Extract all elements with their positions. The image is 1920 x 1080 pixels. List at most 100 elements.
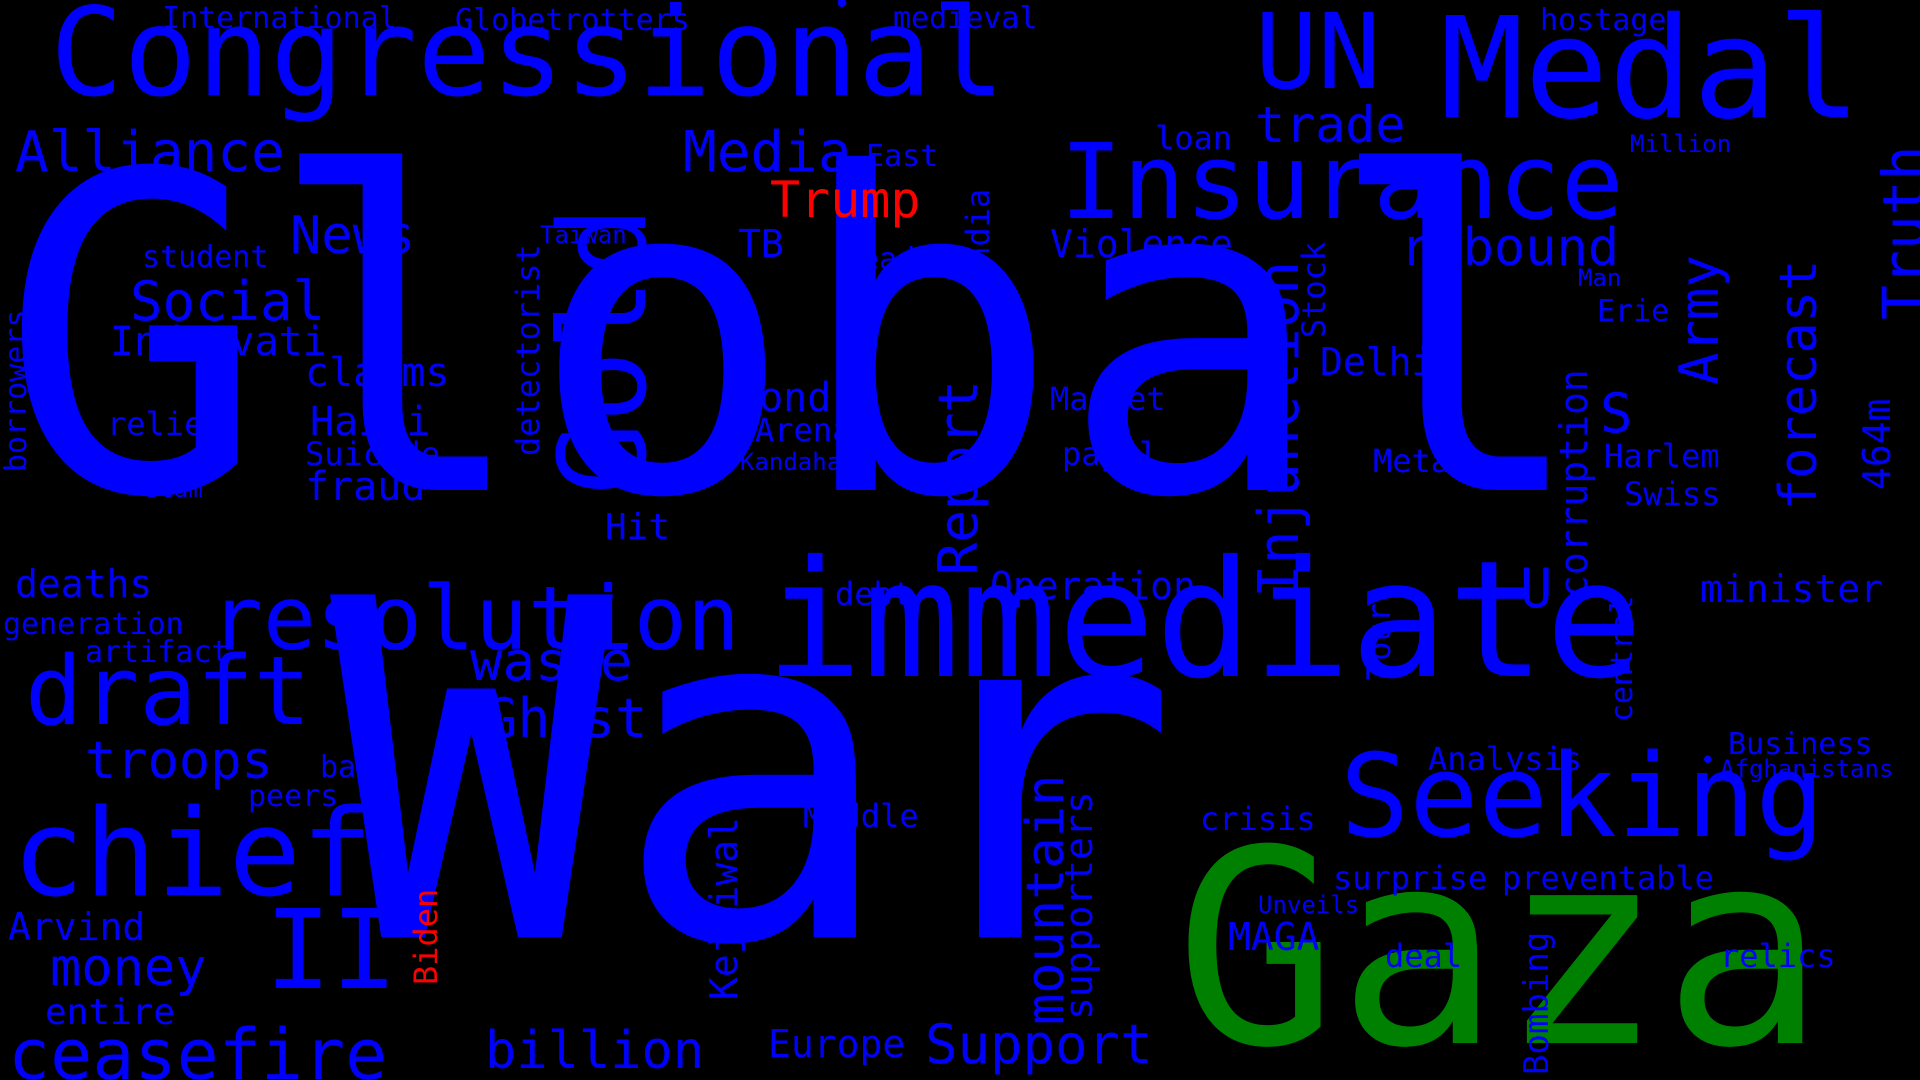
word-relics: relics bbox=[1720, 937, 1836, 975]
word-waste: waste bbox=[470, 630, 633, 693]
word-seeking: Seeking bbox=[1340, 730, 1825, 864]
word-immediate: immediate bbox=[765, 527, 1643, 715]
word-taiwan: Taiwan bbox=[540, 221, 627, 249]
word-detectorist: detectorist bbox=[509, 244, 547, 456]
word-million: Million bbox=[1630, 130, 1732, 158]
word-kandahar: Kandahar bbox=[740, 448, 856, 476]
word-464m: 464m bbox=[1855, 398, 1899, 490]
word-central: central bbox=[1605, 595, 1640, 722]
word-international: International bbox=[162, 1, 397, 36]
word-fraud: fraud bbox=[305, 464, 426, 510]
word-alliance: Alliance bbox=[15, 120, 285, 185]
word-truth: Truth bbox=[1870, 145, 1920, 320]
word-ghost: Ghost bbox=[485, 687, 648, 750]
word-un: UN bbox=[1255, 0, 1381, 113]
word-violence: Violence bbox=[1050, 222, 1234, 266]
word-arvind: Arvind bbox=[8, 905, 146, 949]
word-army: Army bbox=[1668, 254, 1731, 385]
word-war: War bbox=[330, 501, 1179, 1048]
word-maga: MAGA bbox=[1228, 915, 1320, 959]
word-global: Global bbox=[0, 82, 1590, 594]
word-hostage: hostage bbox=[1540, 3, 1667, 38]
word-generation: generation bbox=[3, 607, 184, 642]
word-papal: papal bbox=[1062, 435, 1159, 473]
word-u: U bbox=[1520, 557, 1553, 620]
word-supporters: supporters bbox=[1057, 791, 1101, 1020]
word-hit: Hit bbox=[605, 507, 671, 548]
word-scam: Scam bbox=[145, 475, 203, 503]
word-europe: Europe bbox=[768, 1022, 906, 1066]
word-forecast: forecast bbox=[1769, 259, 1829, 510]
word-artifact: artifact bbox=[85, 635, 230, 670]
word-draft: draft bbox=[25, 637, 311, 747]
word-s: S bbox=[1600, 382, 1633, 445]
word-delhis: Delhis bbox=[1320, 340, 1458, 384]
word-resolution: resolution bbox=[210, 567, 740, 670]
word-market: Market bbox=[1050, 380, 1166, 418]
word-ceasefire: ceasefire bbox=[8, 1014, 388, 1080]
word-crisis: crisis bbox=[1200, 800, 1316, 838]
word-entire: entire bbox=[45, 992, 176, 1033]
word-erie: Erie bbox=[1597, 294, 1670, 329]
word-gaza: Gaza bbox=[1175, 792, 1826, 1080]
word-india: India bbox=[959, 188, 997, 285]
word-chief: chief bbox=[12, 785, 374, 924]
word-support: Support bbox=[925, 1013, 1153, 1076]
word-metal: Metal bbox=[1373, 442, 1470, 480]
word-relief: relief bbox=[107, 405, 223, 443]
word-trade: trade bbox=[1255, 96, 1406, 154]
word-operation: Operation bbox=[990, 564, 1196, 608]
word-student: student bbox=[142, 240, 269, 275]
word-ii: II bbox=[265, 886, 398, 1014]
word-suicide: Suicide bbox=[305, 435, 440, 473]
word-minister: minister bbox=[1700, 567, 1884, 611]
word-deal: deal bbox=[1385, 937, 1463, 975]
word-tb: TB bbox=[738, 222, 784, 266]
word-bombing: Bombing bbox=[1517, 931, 1557, 1075]
word-debt: debt bbox=[835, 575, 913, 613]
word-loan: loan bbox=[1155, 119, 1233, 157]
word-social: Social bbox=[130, 270, 326, 333]
word-afghanistans: Afghanistans bbox=[1720, 755, 1894, 783]
dot-mark: • bbox=[1700, 746, 1716, 776]
word-man: Man bbox=[1578, 264, 1622, 292]
word-billion: billion bbox=[485, 1021, 705, 1080]
word-insurance: Insurance bbox=[1060, 121, 1624, 243]
word-globetrotters: Globetrotters bbox=[455, 3, 690, 38]
word-business: Business bbox=[1728, 727, 1873, 762]
word-unveils: Unveils bbox=[1258, 891, 1360, 919]
word-congressional: Congressional bbox=[50, 0, 1005, 124]
word-medieval: medieval bbox=[893, 1, 1038, 36]
word-middle: Middle bbox=[803, 797, 919, 835]
word-kejriwal: Kejriwal bbox=[702, 816, 746, 1000]
word-east: East bbox=[866, 139, 939, 174]
word-media: Media bbox=[683, 120, 852, 185]
word-corruption: corruption bbox=[1552, 369, 1596, 598]
word-tour: Tour bbox=[1360, 602, 1398, 680]
word-biden: Biden bbox=[407, 888, 445, 985]
word-heads: Heads bbox=[843, 242, 934, 277]
word-indravati: Indravati bbox=[110, 319, 327, 365]
word-stock: Stock bbox=[1295, 241, 1333, 338]
word-claims: claims bbox=[305, 350, 450, 396]
word-surprise: surprise bbox=[1333, 859, 1488, 897]
word-arena: Arena bbox=[755, 411, 852, 449]
word-deaths: deaths bbox=[15, 562, 153, 606]
word-rebound: rebound bbox=[1400, 218, 1620, 278]
word-haiti: Haiti bbox=[310, 399, 431, 445]
word-troops: troops bbox=[85, 731, 273, 791]
word-medal: Medal bbox=[1440, 0, 1862, 151]
word-harlem: Harlem bbox=[1604, 437, 1720, 475]
word-trump: Trump bbox=[770, 171, 921, 229]
word-borrowers: borrowers bbox=[0, 309, 34, 472]
word-news: News bbox=[290, 206, 416, 266]
word-gold: Gold bbox=[535, 206, 674, 495]
word-bank: bank bbox=[320, 750, 393, 785]
word-money: money bbox=[50, 938, 207, 998]
word-swiss: Swiss bbox=[1624, 475, 1721, 513]
word-peers: peers bbox=[248, 779, 339, 814]
word-report: Report bbox=[927, 379, 990, 575]
word-preventable: preventable bbox=[1502, 859, 1714, 897]
word-analysis: Analysis bbox=[1428, 740, 1583, 778]
